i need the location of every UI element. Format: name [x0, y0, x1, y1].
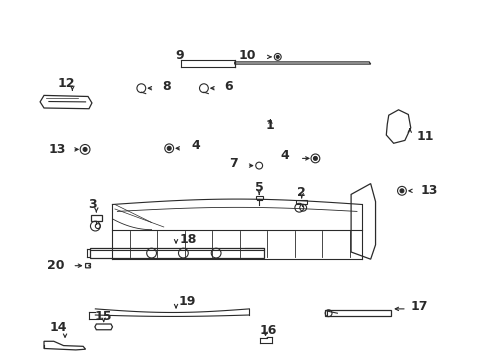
Text: 6: 6	[224, 80, 233, 93]
Text: 4: 4	[191, 139, 200, 152]
Text: 5: 5	[254, 181, 263, 194]
Text: 20: 20	[47, 259, 65, 272]
Text: 12: 12	[57, 77, 75, 90]
Text: 9: 9	[175, 49, 184, 62]
Text: 14: 14	[50, 321, 67, 334]
Text: 17: 17	[410, 300, 427, 312]
Text: 3: 3	[88, 198, 97, 211]
Circle shape	[167, 147, 171, 150]
Text: 2: 2	[297, 186, 305, 199]
Text: 10: 10	[238, 49, 256, 62]
Text: 13: 13	[49, 143, 66, 156]
Text: 7: 7	[229, 157, 238, 170]
Text: 15: 15	[95, 310, 112, 323]
Circle shape	[399, 189, 403, 193]
Circle shape	[276, 55, 279, 58]
Text: 1: 1	[265, 119, 274, 132]
Text: 19: 19	[178, 295, 195, 308]
Text: 13: 13	[420, 184, 437, 197]
Text: 16: 16	[259, 324, 277, 337]
Text: 4: 4	[280, 149, 289, 162]
Circle shape	[313, 157, 317, 160]
Text: 18: 18	[179, 233, 197, 246]
Text: 11: 11	[416, 130, 433, 143]
Circle shape	[83, 148, 87, 151]
Text: 8: 8	[162, 80, 170, 93]
